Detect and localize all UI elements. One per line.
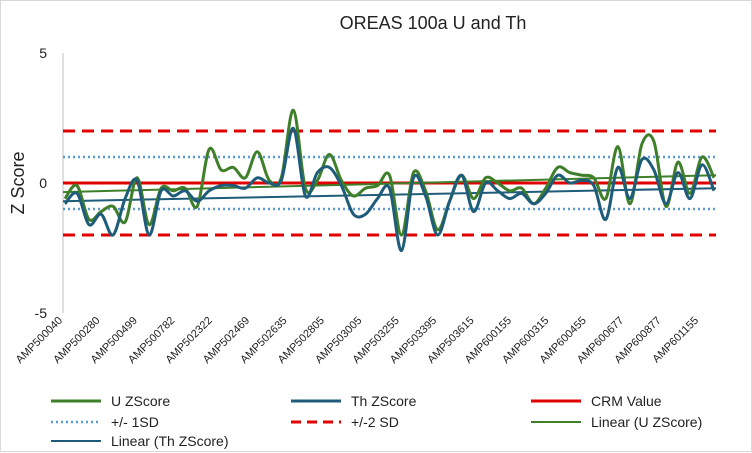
legend-label-th-trend: Linear (Th ZScore) bbox=[111, 433, 228, 449]
series-lines bbox=[62, 108, 717, 253]
u-zscore-line bbox=[63, 108, 716, 237]
y-axis-label: Z Score bbox=[8, 151, 28, 214]
legend-label-crm-value: CRM Value bbox=[591, 393, 662, 409]
legend: U ZScore Th ZScore CRM Value +/- 1SD +/-2 SD… bbox=[51, 393, 702, 449]
legend-label-u-trend: Linear (U ZScore) bbox=[591, 414, 702, 430]
chart-title: OREAS 100a U and Th bbox=[340, 13, 527, 33]
y-tick-label: -5 bbox=[35, 305, 48, 321]
legend-label-u-zscore: U ZScore bbox=[111, 393, 170, 409]
th-zscore-line bbox=[63, 126, 716, 253]
legend-label-two-sd: +/-2 SD bbox=[351, 414, 399, 430]
y-tick-label: 5 bbox=[39, 45, 47, 61]
legend-label-one-sd: +/- 1SD bbox=[111, 414, 159, 430]
y-tick-label: 0 bbox=[39, 175, 47, 191]
legend-label-th-zscore: Th ZScore bbox=[351, 393, 417, 409]
